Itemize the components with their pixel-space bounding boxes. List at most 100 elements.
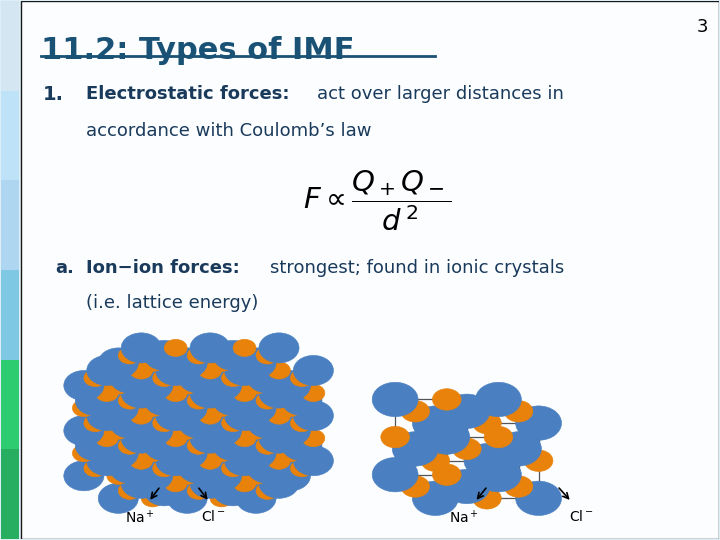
Circle shape xyxy=(179,363,219,393)
Circle shape xyxy=(164,475,187,492)
Circle shape xyxy=(392,431,438,466)
Circle shape xyxy=(290,369,313,387)
Circle shape xyxy=(190,468,230,498)
Circle shape xyxy=(141,490,164,507)
Circle shape xyxy=(190,423,230,453)
FancyBboxPatch shape xyxy=(22,2,719,538)
Text: Na$^+$: Na$^+$ xyxy=(125,509,155,526)
Circle shape xyxy=(524,450,553,471)
Circle shape xyxy=(144,340,184,370)
Circle shape xyxy=(132,461,173,491)
Circle shape xyxy=(236,483,276,514)
Text: Cl$^-$: Cl$^-$ xyxy=(201,509,225,524)
Circle shape xyxy=(516,481,562,516)
Circle shape xyxy=(248,363,287,393)
Circle shape xyxy=(95,429,118,447)
Circle shape xyxy=(401,476,430,497)
Circle shape xyxy=(270,461,310,491)
Circle shape xyxy=(233,475,256,492)
Circle shape xyxy=(95,384,118,402)
Circle shape xyxy=(484,427,513,448)
Circle shape xyxy=(167,393,207,423)
Circle shape xyxy=(176,377,199,394)
Circle shape xyxy=(259,423,299,453)
Circle shape xyxy=(141,400,164,417)
Circle shape xyxy=(109,453,150,483)
Circle shape xyxy=(372,457,418,492)
Circle shape xyxy=(225,355,265,386)
Circle shape xyxy=(164,429,187,447)
Circle shape xyxy=(424,420,469,454)
Circle shape xyxy=(210,490,233,507)
Circle shape xyxy=(118,392,141,409)
Bar xyxy=(1,2,19,91)
Circle shape xyxy=(202,370,242,401)
Circle shape xyxy=(421,450,450,471)
Circle shape xyxy=(107,377,130,394)
Circle shape xyxy=(98,393,138,423)
Circle shape xyxy=(267,407,290,424)
Circle shape xyxy=(141,354,164,372)
Circle shape xyxy=(153,460,176,477)
Circle shape xyxy=(98,483,138,514)
Circle shape xyxy=(236,348,276,378)
Circle shape xyxy=(413,406,458,440)
Circle shape xyxy=(290,460,313,477)
Text: $F \propto \dfrac{Q_+Q_-}{d^{\,2}}$: $F \propto \dfrac{Q_+Q_-}{d^{\,2}}$ xyxy=(302,168,451,233)
Circle shape xyxy=(118,347,141,364)
Circle shape xyxy=(86,446,127,476)
Circle shape xyxy=(259,378,299,408)
Circle shape xyxy=(84,460,107,477)
Circle shape xyxy=(109,408,150,438)
Circle shape xyxy=(213,386,253,416)
Circle shape xyxy=(256,437,279,454)
Circle shape xyxy=(213,476,253,506)
Circle shape xyxy=(433,389,461,410)
Circle shape xyxy=(86,401,127,430)
Circle shape xyxy=(267,362,290,379)
Circle shape xyxy=(109,363,150,393)
Bar xyxy=(1,270,19,360)
Circle shape xyxy=(107,467,130,484)
Circle shape xyxy=(76,386,115,416)
Circle shape xyxy=(259,468,299,498)
Circle shape xyxy=(118,437,141,454)
Circle shape xyxy=(245,467,267,484)
Text: 1.: 1. xyxy=(43,85,64,104)
Circle shape xyxy=(187,347,210,364)
Circle shape xyxy=(401,401,430,422)
Circle shape xyxy=(293,401,333,430)
Circle shape xyxy=(475,457,521,492)
Circle shape xyxy=(453,438,481,460)
Circle shape xyxy=(98,438,138,468)
Circle shape xyxy=(279,444,302,462)
Circle shape xyxy=(413,481,458,516)
Circle shape xyxy=(270,370,310,401)
Text: a.: a. xyxy=(55,259,74,277)
Circle shape xyxy=(256,392,279,409)
Circle shape xyxy=(84,369,107,387)
Text: Cl$^-$: Cl$^-$ xyxy=(569,509,593,524)
Circle shape xyxy=(210,444,233,462)
Circle shape xyxy=(141,444,164,462)
Circle shape xyxy=(475,382,521,417)
Circle shape xyxy=(98,348,138,378)
Circle shape xyxy=(167,438,207,468)
Circle shape xyxy=(130,362,153,379)
Text: 11.2: Types of IMF: 11.2: Types of IMF xyxy=(41,36,354,65)
Circle shape xyxy=(504,476,533,497)
Circle shape xyxy=(259,333,299,363)
Circle shape xyxy=(144,430,184,461)
Circle shape xyxy=(210,354,233,372)
Circle shape xyxy=(130,452,153,469)
Circle shape xyxy=(302,429,325,447)
Circle shape xyxy=(187,482,210,500)
Circle shape xyxy=(199,452,222,469)
Text: Electrostatic forces:: Electrostatic forces: xyxy=(86,85,289,103)
Circle shape xyxy=(144,386,184,416)
Circle shape xyxy=(130,407,153,424)
Circle shape xyxy=(293,355,333,386)
Circle shape xyxy=(64,370,104,401)
Circle shape xyxy=(464,443,510,478)
Circle shape xyxy=(64,461,104,491)
